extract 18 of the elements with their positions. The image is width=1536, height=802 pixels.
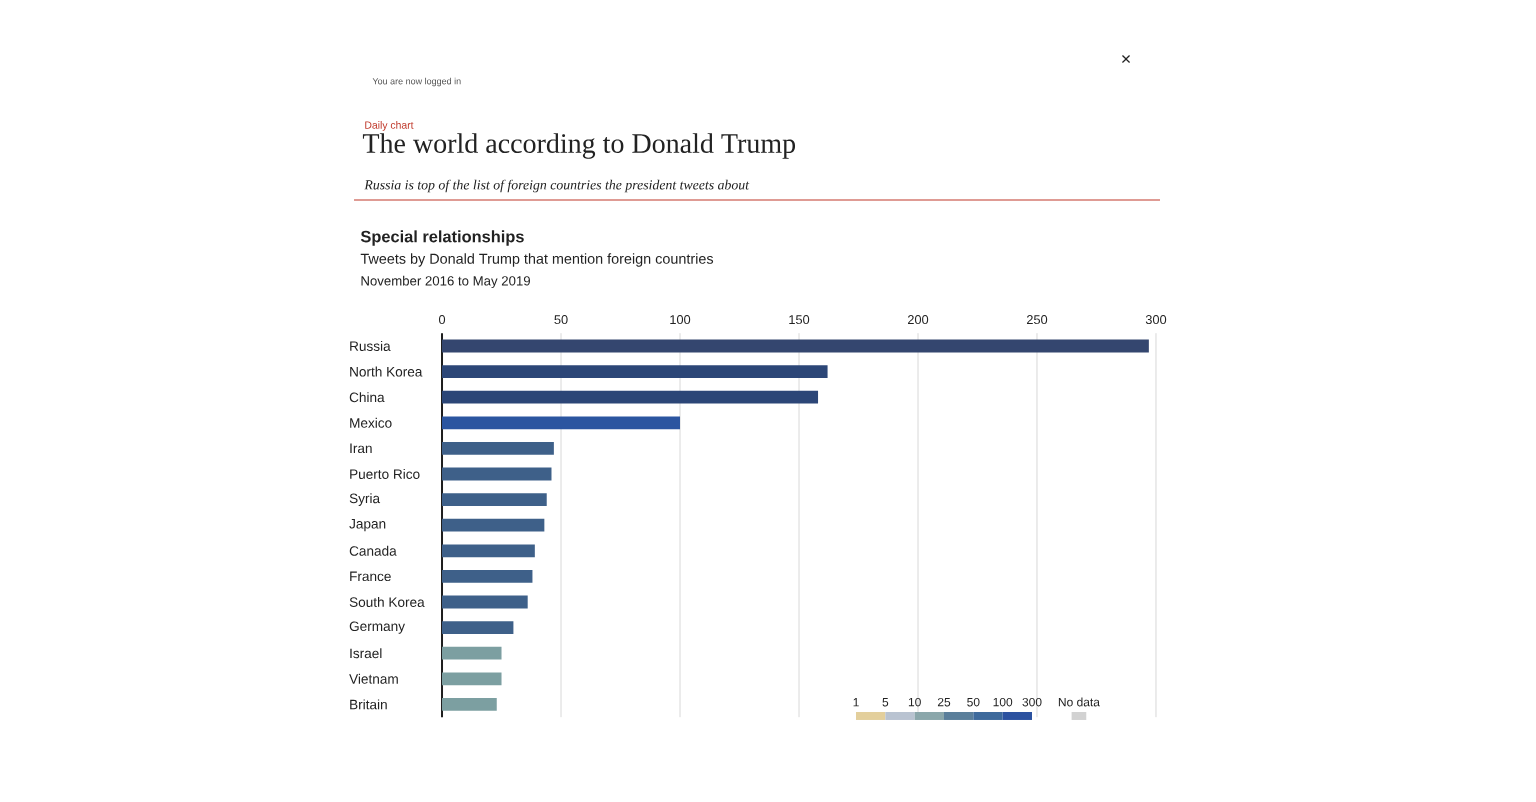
bar	[442, 544, 535, 558]
bar	[442, 697, 497, 711]
bar	[442, 416, 681, 430]
bar	[442, 365, 828, 378]
text: Special relationships	[360, 230, 524, 246]
bar	[442, 621, 514, 634]
bar	[442, 569, 533, 583]
text: ×	[1122, 54, 1131, 64]
bar	[442, 467, 552, 481]
bar	[442, 441, 554, 455]
bar	[442, 390, 819, 404]
bar	[442, 646, 502, 660]
bar	[442, 672, 502, 686]
chart-title: The world according to Donald Trump	[362, 133, 796, 159]
bar	[442, 595, 528, 609]
bar	[442, 493, 547, 506]
bar	[442, 339, 1149, 353]
bar	[442, 518, 545, 532]
